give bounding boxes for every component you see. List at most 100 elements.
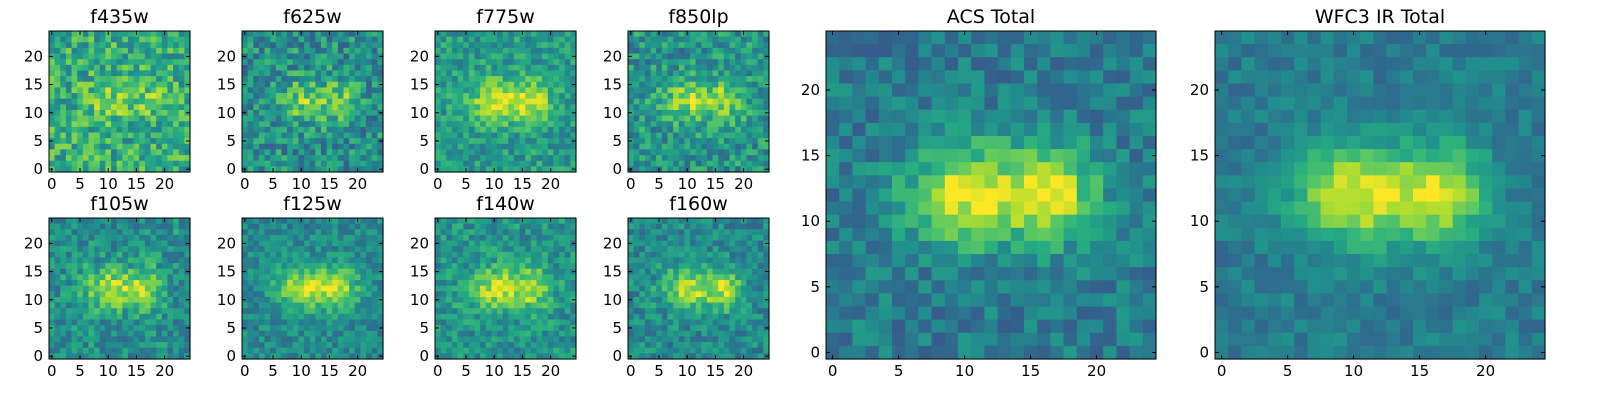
heatmap-cell: [60, 115, 67, 122]
heatmap-cell: [354, 143, 362, 151]
heatmap-cell: [735, 218, 742, 225]
heatmap-cell: [247, 126, 254, 134]
x-tick-label: 10: [485, 175, 504, 193]
heatmap-cell: [105, 160, 112, 167]
heatmap-cell: [513, 166, 521, 173]
heatmap-cell: [656, 291, 663, 298]
heatmap-cell: [167, 274, 174, 281]
heatmap-cell: [184, 336, 191, 343]
heatmap-cell: [446, 263, 453, 270]
heatmap-cell: [242, 347, 249, 354]
heatmap-cell: [150, 353, 157, 360]
heatmap-cell: [332, 138, 339, 145]
heatmap-cell: [281, 47, 288, 55]
heatmap-cell: [332, 234, 339, 242]
heatmap-cell: [559, 166, 566, 173]
heatmap-cell: [519, 308, 526, 315]
heatmap-cell: [752, 93, 759, 100]
heatmap-cell: [144, 330, 152, 338]
heatmap-cell: [639, 81, 646, 88]
heatmap-cell: [468, 64, 476, 72]
heatmap-cell: [530, 93, 538, 100]
heatmap-cell: [508, 143, 515, 151]
heatmap-cell: [326, 268, 333, 275]
heatmap-cell: [690, 53, 697, 60]
heatmap-cell: [167, 31, 174, 38]
heatmap-cell: [530, 47, 538, 55]
x-tick-label: 5: [654, 175, 664, 193]
heatmap-cell: [644, 223, 652, 230]
heatmap-cell: [633, 121, 640, 128]
heatmap-cell: [139, 93, 146, 100]
heatmap-cell: [354, 246, 362, 253]
heatmap-cell: [435, 115, 442, 122]
heatmap-cell: [315, 115, 322, 122]
heatmap-cell: [763, 76, 770, 83]
heatmap-cell: [332, 121, 339, 128]
heatmap-cell: [463, 246, 470, 253]
heatmap-cell: [242, 70, 249, 77]
heatmap-cell: [275, 126, 283, 134]
heatmap-cell: [542, 149, 549, 156]
heatmap-cell: [304, 347, 311, 354]
heatmap-cell: [684, 121, 691, 128]
heatmap-cell: [349, 353, 356, 360]
heatmap-cell: [530, 234, 538, 242]
heatmap-cell: [440, 308, 447, 315]
heatmap-cell: [463, 240, 470, 247]
heatmap-cell: [706, 291, 714, 298]
heatmap-cell: [167, 64, 174, 72]
heatmap-cell: [320, 342, 328, 349]
heatmap-cell: [752, 31, 759, 38]
heatmap-cell: [167, 47, 174, 55]
heatmap-cell: [644, 70, 652, 77]
heatmap-cell: [695, 47, 702, 55]
heatmap-cell: [457, 313, 464, 321]
heatmap-cell: [287, 115, 294, 122]
heatmap-cell: [264, 268, 271, 275]
heatmap-cell: [712, 251, 719, 259]
heatmap-cell: [502, 121, 509, 128]
heatmap-cell: [656, 251, 663, 259]
heatmap-cell: [446, 251, 453, 259]
heatmap-cell: [167, 166, 174, 173]
heatmap-cell: [304, 251, 311, 259]
heatmap-cell: [54, 149, 61, 156]
heatmap-cell: [723, 64, 731, 72]
heatmap-cell: [99, 47, 106, 55]
heatmap-cell: [480, 87, 487, 94]
heatmap-cell: [82, 325, 90, 332]
x-tick-label: 20: [348, 362, 367, 380]
heatmap-cell: [729, 223, 736, 230]
heatmap-cell: [701, 274, 708, 281]
heatmap-cell: [752, 240, 759, 247]
heatmap-cell: [122, 302, 129, 309]
heatmap-cell: [513, 336, 521, 343]
heatmap-cell: [178, 251, 185, 259]
heatmap-cell: [127, 149, 135, 156]
heatmap-cell: [178, 87, 185, 94]
heatmap-cell: [366, 251, 373, 259]
heatmap-cell: [519, 234, 526, 242]
heatmap-cell: [60, 223, 67, 230]
heatmap-cell: [519, 59, 526, 66]
heatmap-cell: [502, 109, 509, 117]
heatmap-cell: [275, 121, 283, 128]
heatmap-cell: [508, 280, 515, 287]
heatmap-cell: [468, 268, 476, 275]
heatmap-cell: [65, 53, 73, 60]
heatmap-cell: [673, 280, 680, 287]
heatmap-cell: [650, 160, 657, 167]
heatmap-cell: [178, 285, 185, 292]
heatmap-cell: [253, 218, 260, 225]
heatmap-cell: [54, 166, 61, 173]
heatmap-cell: [298, 70, 305, 77]
heatmap-cell: [491, 53, 498, 60]
heatmap-cell: [661, 280, 669, 287]
heatmap-cell: [111, 36, 118, 43]
x-tick-label: 15: [513, 362, 532, 380]
heatmap-cell: [491, 234, 498, 242]
heatmap-cell: [695, 121, 702, 128]
heatmap-cell: [463, 263, 470, 270]
